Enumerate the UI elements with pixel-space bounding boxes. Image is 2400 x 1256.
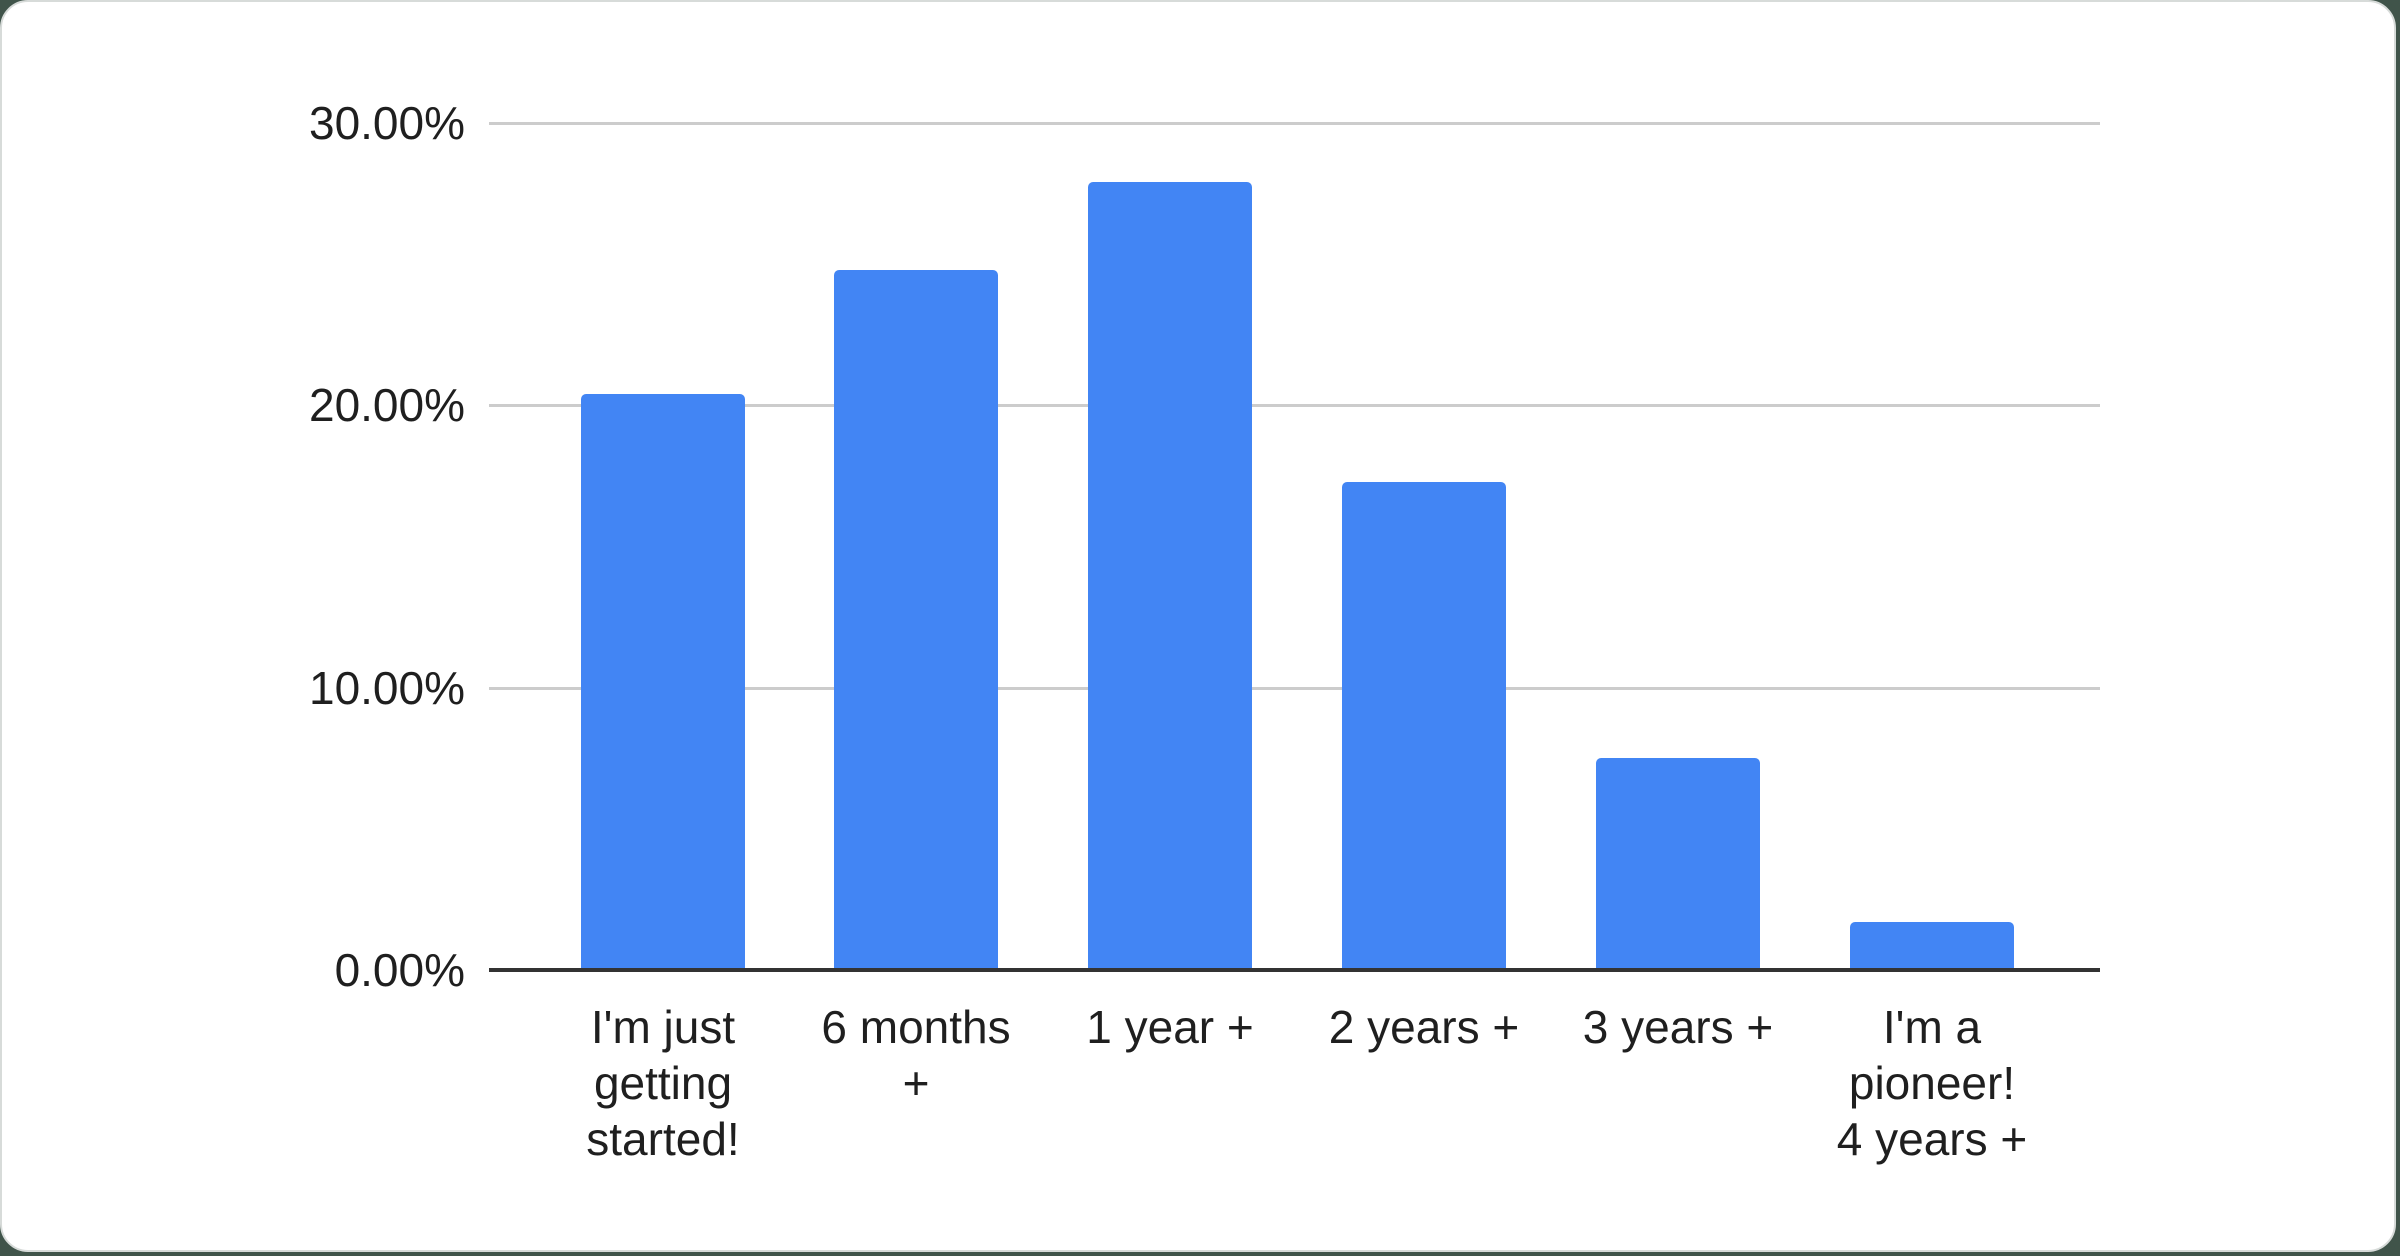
y-axis-tick-label: 10.00% [308,661,465,714]
x-axis-label: I'm just getting started! [586,1001,740,1165]
bar[interactable] [1342,482,1506,970]
y-axis-tick-label: 20.00% [308,379,465,432]
gridline [489,122,2100,125]
bar[interactable] [834,270,998,970]
y-axis-tick-label: 0.00% [334,944,465,996]
bar[interactable] [1596,758,1760,970]
y-axis-tick-label: 30.00% [308,97,465,149]
bar[interactable] [581,394,745,970]
gridline [489,686,2100,690]
x-axis-label: I'm a pioneer! 4 years + [1836,1001,2028,1165]
x-axis-label: 3 years + [1582,1001,1774,1053]
bar[interactable] [1088,182,1252,970]
gridline [489,404,2100,408]
x-axis-label: 2 years + [1328,1001,1520,1053]
x-axis-label: 1 year + [1086,1001,1254,1053]
x-axis-line [489,968,2100,972]
x-axis-label: 6 months + [821,1001,1011,1109]
bar[interactable] [1850,922,2014,970]
